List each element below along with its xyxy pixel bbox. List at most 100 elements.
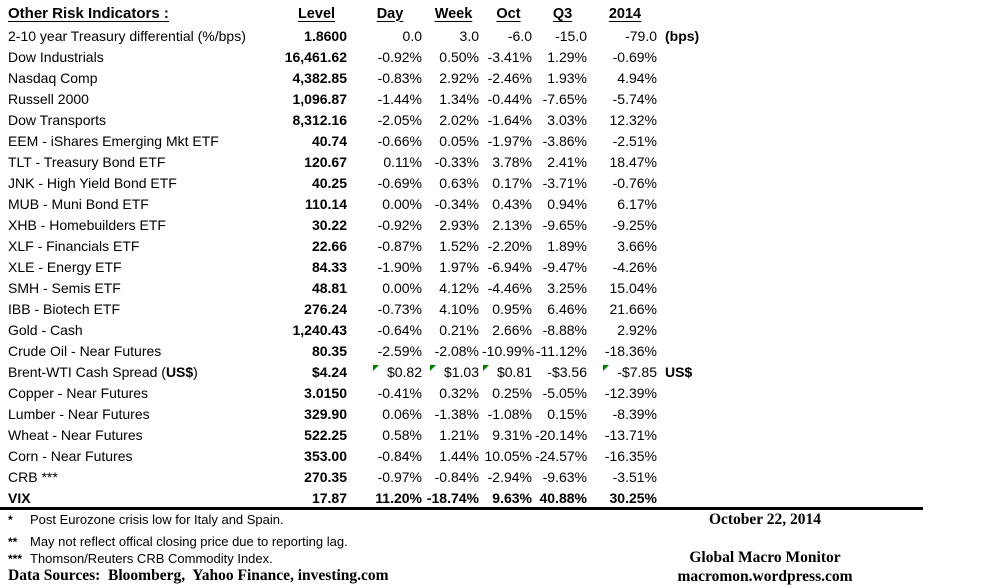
cell-value: 1.89% <box>547 237 587 254</box>
cell-q3: -24.57% <box>535 445 590 466</box>
cell-value: 12.32% <box>609 111 657 128</box>
indicator-name: IBB - Biotech ETF <box>8 300 121 317</box>
unit-note <box>660 403 726 424</box>
cell-value: 4.12% <box>439 279 479 296</box>
cell-value: -5.74% <box>612 90 657 107</box>
cell-day: -0.66% <box>355 130 425 151</box>
cell-oct: -3.41% <box>482 46 535 67</box>
unit-note <box>660 466 726 487</box>
cell-oct: -1.97% <box>482 130 535 151</box>
comment-flag-icon <box>429 364 436 371</box>
cell-level: 329.90 <box>278 403 355 424</box>
cell-day: 11.20% <box>355 487 425 508</box>
indicator-name: Dow Transports <box>8 111 107 128</box>
cell-q3: -3.86% <box>535 130 590 151</box>
cell-oct: -4.46% <box>482 277 535 298</box>
cell-value: -16.35% <box>604 447 657 464</box>
cell-week: 3.0 <box>425 25 482 46</box>
cell-value: 4,382.85 <box>292 69 348 86</box>
cell-day: -0.69% <box>355 172 425 193</box>
cell-value: 2.13% <box>492 216 532 233</box>
cell-value: -3.71% <box>542 174 587 191</box>
cell-week: 1.34% <box>425 88 482 109</box>
indicator-name: SMH - Semis ETF <box>8 279 121 296</box>
cell-value: -10.99% <box>482 342 535 359</box>
cell-q3: -8.88% <box>535 319 590 340</box>
cell-oct: 9.31% <box>482 424 535 445</box>
table-row: Dow Industrials 16,461.62 -0.92% 0.50% -3.41… <box>0 46 726 67</box>
unit-note <box>660 298 726 319</box>
footnote-text: Thomson/Reuters CRB Commodity Index. <box>30 551 273 566</box>
cell-value: -6.0 <box>507 27 532 44</box>
cell-level: 30.22 <box>278 214 355 235</box>
indicator-name: 2-10 year Treasury differential (%/bps) <box>8 27 246 44</box>
brand-site: macromon.wordpress.com <box>677 568 853 585</box>
cell-week: 1.44% <box>425 445 482 466</box>
cell-value: -$7.85 <box>617 363 657 380</box>
cell-value: 0.58% <box>382 426 422 443</box>
cell-value: -15.0 <box>555 27 587 44</box>
cell-value: -3.41% <box>487 48 532 65</box>
cell-level: 22.66 <box>278 235 355 256</box>
column-header-day: Day <box>376 5 404 22</box>
cell-value: 4.94% <box>617 69 657 86</box>
cell-y2014: -3.51% <box>590 466 660 487</box>
cell-value: -9.47% <box>542 258 587 275</box>
cell-q3: -5.05% <box>535 382 590 403</box>
cell-value: 0.21% <box>439 321 479 338</box>
footnote-text: May not reflect offical closing price du… <box>30 534 348 549</box>
cell-week: 0.32% <box>425 382 482 403</box>
cell-week: -1.38% <box>425 403 482 424</box>
cell-level: 353.00 <box>278 445 355 466</box>
cell-value: 40.74 <box>311 132 347 149</box>
cell-y2014: 15.04% <box>590 277 660 298</box>
cell-value: 3.0 <box>459 27 479 44</box>
cell-value: -0.92% <box>377 48 422 65</box>
cell-value: 48.81 <box>311 279 347 296</box>
cell-week: $1.03 <box>425 361 482 382</box>
footnote-2: ** May not reflect offical closing price … <box>8 534 348 549</box>
cell-oct: -2.94% <box>482 466 535 487</box>
cell-day: -1.44% <box>355 88 425 109</box>
indicator-name: XLE - Energy ETF <box>8 258 122 275</box>
cell-value: 1,096.87 <box>292 90 348 107</box>
cell-value: 0.95% <box>492 300 532 317</box>
cell-value: 4.10% <box>439 300 479 317</box>
cell-oct: 9.63% <box>482 487 535 508</box>
cell-value: -2.51% <box>612 132 657 149</box>
table-row: Lumber - Near Futures 329.90 0.06% -1.38% -1… <box>0 403 726 424</box>
cell-level: 48.81 <box>278 277 355 298</box>
cell-value: 30.25% <box>609 489 657 506</box>
cell-week: -0.33% <box>425 151 482 172</box>
cell-week: 2.93% <box>425 214 482 235</box>
table-row: IBB - Biotech ETF 276.24 -0.73% 4.10% 0.95% 6… <box>0 298 726 319</box>
indicator-name: XHB - Homebuilders ETF <box>8 216 166 233</box>
column-header-2014: 2014 <box>608 5 642 22</box>
cell-week: 0.21% <box>425 319 482 340</box>
risk-indicators-table: Other Risk Indicators : Level Day Week O… <box>0 2 726 508</box>
unit-note <box>660 130 726 151</box>
cell-oct: -6.0 <box>482 25 535 46</box>
cell-value: -12.39% <box>604 384 657 401</box>
cell-value: 0.15% <box>547 405 587 422</box>
cell-y2014: -0.69% <box>590 46 660 67</box>
cell-value: -0.33% <box>434 153 479 170</box>
unit-note: (bps) <box>665 27 700 44</box>
column-header-oct: Oct <box>496 5 521 22</box>
cell-value: 0.05% <box>439 132 479 149</box>
unit-note <box>660 235 726 256</box>
cell-oct: 3.78% <box>482 151 535 172</box>
cell-value: -7.65% <box>542 90 587 107</box>
cell-value: -11.12% <box>535 342 587 359</box>
cell-q3: -11.12% <box>535 340 590 361</box>
indicator-name: Wheat - Near Futures <box>8 426 143 443</box>
cell-q3: 1.29% <box>535 46 590 67</box>
cell-y2014: 2.92% <box>590 319 660 340</box>
unit-note: US$ <box>665 363 693 380</box>
cell-value: -9.65% <box>542 216 587 233</box>
cell-day: -0.92% <box>355 214 425 235</box>
cell-value: 84.33 <box>311 258 347 275</box>
cell-y2014: 3.66% <box>590 235 660 256</box>
cell-oct: -0.44% <box>482 88 535 109</box>
